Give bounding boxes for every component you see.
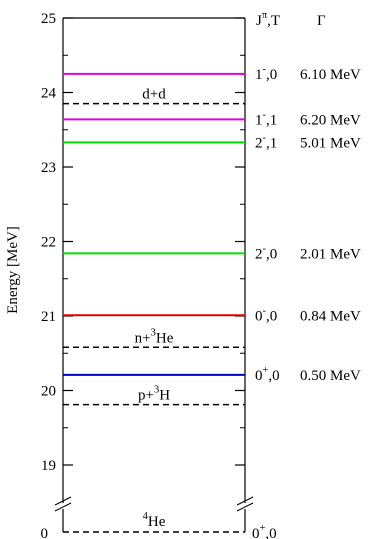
header-gamma: Γ bbox=[317, 13, 326, 29]
y-tick-label: 25 bbox=[41, 11, 56, 27]
ground-state-jpi-label: 0+,0 bbox=[252, 523, 277, 539]
axes-frame bbox=[54, 17, 254, 532]
axis-break-left bbox=[54, 496, 72, 512]
y-tick-label-ground: 0 bbox=[41, 526, 49, 539]
level-jpi-t-label: 0-,0 bbox=[255, 305, 277, 324]
level-width-label: 2.01 MeV bbox=[300, 246, 361, 262]
labels-layer: 1-,0 6.10 MeV 1-,1 6.20 MeV 2-,1 5.01 MeV 2-,0… bbox=[135, 64, 361, 539]
axis-ticks: 19 20 21 22 23 24 25 0 bbox=[41, 11, 245, 539]
level-jpi-t-label: 2-,0 bbox=[255, 243, 277, 262]
y-axis-label: Energy [MeV] bbox=[5, 226, 21, 314]
y-tick-label: 23 bbox=[41, 160, 56, 176]
level-width-label: 5.01 MeV bbox=[300, 135, 361, 151]
column-headers: Jπ,T Γ bbox=[256, 10, 326, 29]
level-jpi-t-label: 1-,0 bbox=[255, 64, 277, 83]
y-tick-label: 24 bbox=[41, 86, 57, 102]
level-width-label: 6.10 MeV bbox=[300, 67, 361, 83]
y-tick-label: 19 bbox=[41, 458, 56, 474]
y-tick-label: 21 bbox=[41, 309, 56, 325]
level-jpi-t-label: 1-,1 bbox=[255, 109, 277, 128]
level-width-label: 6.20 MeV bbox=[300, 112, 361, 128]
ground-state-label: 4He bbox=[143, 511, 166, 530]
level-jpi-t-label: 0+,0 bbox=[255, 365, 280, 384]
y-tick-label: 20 bbox=[41, 384, 56, 400]
threshold-label: p+3H bbox=[138, 385, 170, 404]
threshold-label: n+3He bbox=[135, 327, 174, 346]
levels-layer bbox=[63, 72, 245, 533]
level-width-label: 0.50 MeV bbox=[300, 368, 361, 384]
level-jpi-t-label: 2-,1 bbox=[255, 132, 277, 151]
y-tick-label: 22 bbox=[41, 235, 56, 251]
axis-break-right bbox=[236, 496, 254, 512]
header-jpi-t: Jπ,T bbox=[256, 10, 280, 29]
threshold-label: d+d bbox=[142, 87, 166, 103]
level-width-label: 0.84 MeV bbox=[300, 308, 361, 324]
